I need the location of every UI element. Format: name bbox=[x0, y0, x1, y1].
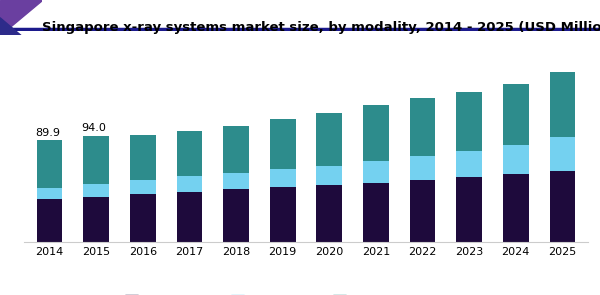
Text: 89.9: 89.9 bbox=[35, 128, 60, 138]
Bar bbox=[130, 194, 155, 242]
Bar bbox=[550, 171, 575, 242]
Polygon shape bbox=[0, 18, 21, 35]
Bar bbox=[457, 151, 482, 177]
Bar bbox=[270, 169, 296, 187]
Bar bbox=[83, 197, 109, 242]
Bar bbox=[223, 126, 249, 173]
Bar bbox=[37, 199, 62, 242]
Bar bbox=[83, 136, 109, 184]
Bar bbox=[457, 177, 482, 242]
Bar bbox=[83, 184, 109, 197]
Bar bbox=[270, 119, 296, 169]
Bar bbox=[503, 145, 529, 174]
Bar bbox=[410, 99, 436, 156]
Bar bbox=[503, 84, 529, 145]
Bar bbox=[176, 176, 202, 192]
Text: Singapore x-ray systems market size, by modality, 2014 - 2025 (USD Million): Singapore x-ray systems market size, by … bbox=[42, 21, 600, 34]
Bar bbox=[223, 189, 249, 242]
Bar bbox=[176, 131, 202, 176]
Text: 94.0: 94.0 bbox=[82, 124, 106, 133]
Bar bbox=[223, 173, 249, 189]
Bar bbox=[363, 105, 389, 161]
Legend: Radiography, Fluoroscopy, Computed Radiography: Radiography, Fluoroscopy, Computed Radio… bbox=[120, 291, 492, 295]
Bar bbox=[550, 137, 575, 171]
Bar bbox=[503, 174, 529, 242]
Bar bbox=[130, 180, 155, 194]
Bar bbox=[410, 180, 436, 242]
Bar bbox=[270, 187, 296, 242]
Bar bbox=[37, 140, 62, 188]
Bar bbox=[363, 183, 389, 242]
Polygon shape bbox=[0, 0, 42, 35]
Bar bbox=[316, 166, 342, 186]
Bar bbox=[176, 192, 202, 242]
Bar bbox=[410, 156, 436, 180]
Bar bbox=[550, 73, 575, 137]
Bar bbox=[363, 161, 389, 183]
Bar bbox=[316, 186, 342, 242]
Bar bbox=[130, 135, 155, 180]
Bar bbox=[316, 113, 342, 166]
Bar bbox=[457, 92, 482, 151]
Bar bbox=[37, 188, 62, 199]
